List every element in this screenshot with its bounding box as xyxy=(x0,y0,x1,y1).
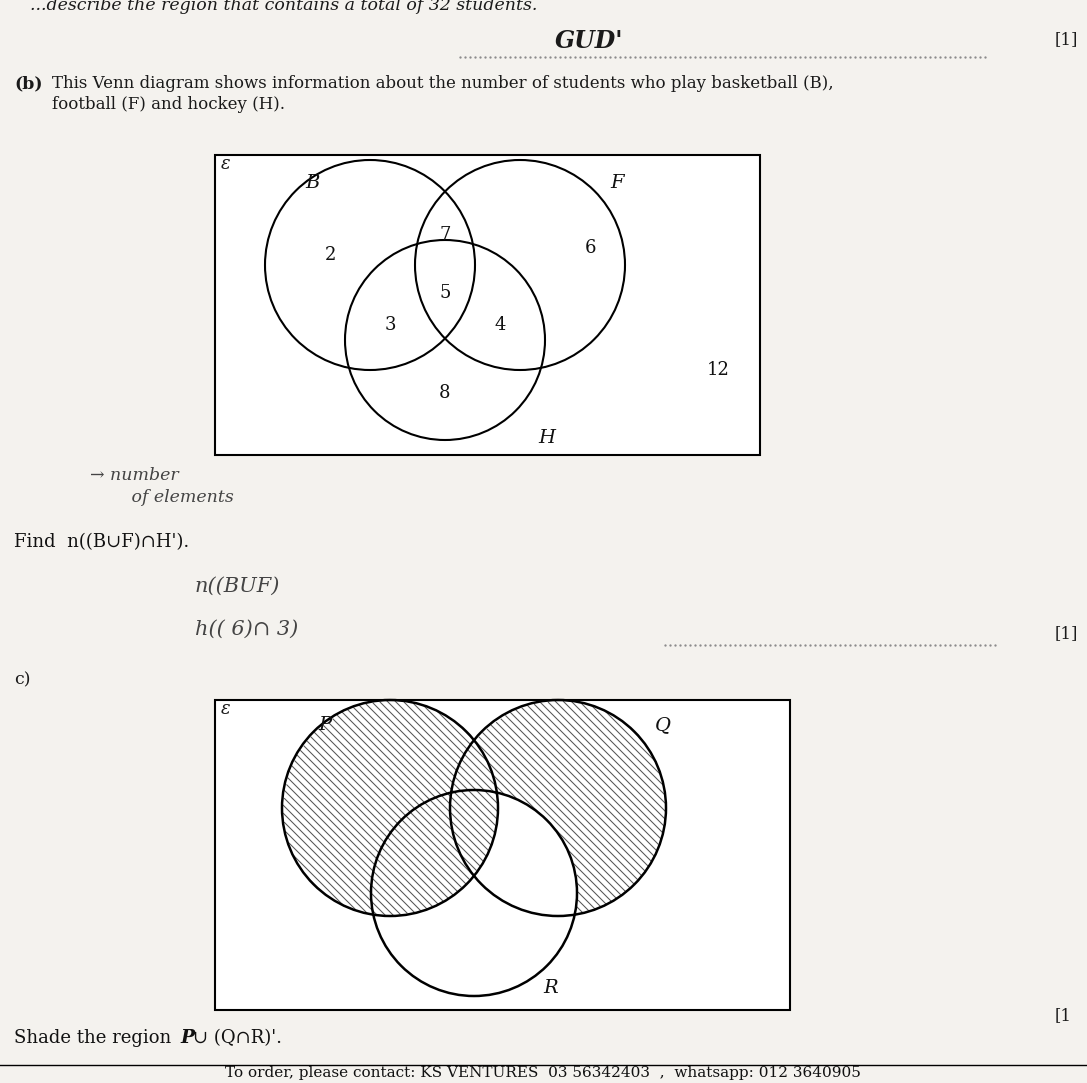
Text: h(( 6)∩ 3): h(( 6)∩ 3) xyxy=(195,619,298,639)
Text: 6: 6 xyxy=(584,239,596,257)
Text: This Venn diagram shows information about the number of students who play basket: This Venn diagram shows information abou… xyxy=(52,75,834,92)
Text: 8: 8 xyxy=(439,384,451,402)
Text: of elements: of elements xyxy=(115,490,234,506)
Text: GUD': GUD' xyxy=(555,29,624,53)
Text: 12: 12 xyxy=(707,361,729,379)
Text: R: R xyxy=(544,979,558,997)
Text: football (F) and hockey (H).: football (F) and hockey (H). xyxy=(52,96,285,113)
Text: P: P xyxy=(180,1029,195,1047)
Text: F: F xyxy=(610,174,624,192)
Text: 3: 3 xyxy=(384,316,396,334)
Text: Q: Q xyxy=(655,716,671,734)
Text: c): c) xyxy=(14,671,30,688)
Bar xyxy=(215,700,790,1010)
Text: ε: ε xyxy=(221,155,230,173)
Text: H: H xyxy=(538,429,555,447)
Text: n((BUF): n((BUF) xyxy=(195,577,280,596)
Text: Find  n((B∪F)∩H').: Find n((B∪F)∩H'). xyxy=(14,533,189,551)
Text: ∪ (Q∩R)'.: ∪ (Q∩R)'. xyxy=(193,1029,282,1047)
Text: [1: [1 xyxy=(1055,1007,1072,1025)
Text: To order, please contact: KS VENTURES  03 56342403  ,  whatsapp: 012 3640905: To order, please contact: KS VENTURES 03… xyxy=(225,1066,861,1080)
Text: 5: 5 xyxy=(439,284,451,302)
Text: → number: → number xyxy=(90,467,178,484)
Text: [1]: [1] xyxy=(1055,625,1078,642)
Text: P: P xyxy=(318,716,332,734)
Text: 4: 4 xyxy=(495,316,505,334)
Text: (b): (b) xyxy=(14,75,42,92)
Text: ...describe the region that contains a total of 32 students.: ...describe the region that contains a t… xyxy=(30,0,537,14)
Text: 2: 2 xyxy=(324,246,336,264)
Text: [1]: [1] xyxy=(1055,31,1078,48)
Text: 7: 7 xyxy=(439,226,451,244)
Bar xyxy=(215,155,760,455)
Text: B: B xyxy=(305,174,320,192)
Text: ε: ε xyxy=(221,700,230,718)
Text: Shade the region: Shade the region xyxy=(14,1029,183,1047)
